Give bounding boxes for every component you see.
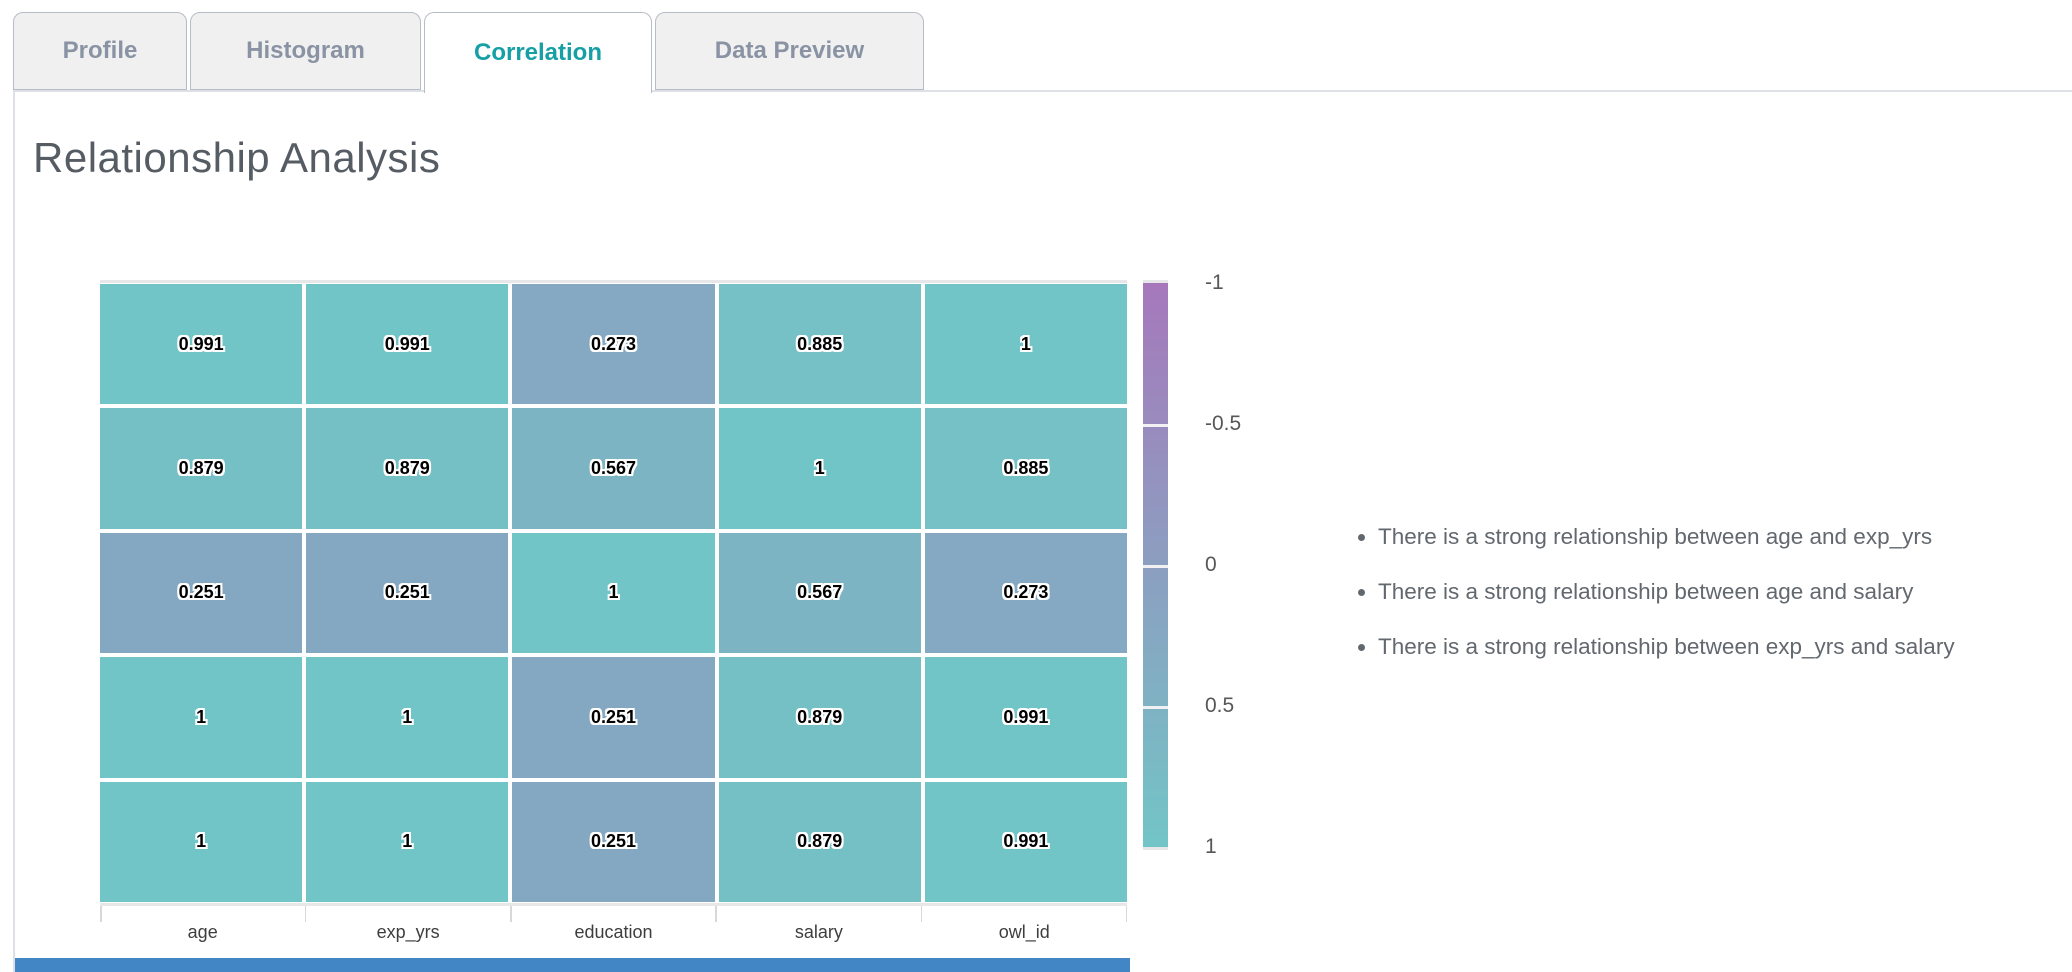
heatmap-cell[interactable]: 0.273 [512, 284, 715, 405]
colorbar-tick-label: 0 [1205, 553, 1217, 576]
heatmap-cell[interactable]: 0.879 [306, 408, 509, 529]
correlation-heatmap: 0.991 0.991 0.273 0.885 1 0.879 0.879 0.567 1 0.8… [100, 284, 1127, 902]
x-axis-ticks [100, 906, 1127, 922]
heatmap-cell[interactable]: 0.991 [306, 284, 509, 405]
x-axis-label: exp_yrs [376, 922, 440, 942]
panel-left-border [13, 90, 15, 972]
colorbar-separator [1143, 706, 1168, 709]
insight-item: There is a strong relationship between a… [1378, 524, 1955, 550]
insight-item: There is a strong relationship between e… [1378, 634, 1955, 660]
colorbar-tick-label: 1 [1205, 835, 1217, 858]
tab-histogram[interactable]: Histogram [190, 12, 421, 90]
heatmap-cell[interactable]: 0.991 [100, 284, 303, 405]
tab-correlation[interactable]: Correlation [424, 12, 652, 93]
colorbar-separator [1143, 424, 1168, 427]
colorbar-separator [1143, 565, 1168, 568]
colorbar-tick-label: 0.5 [1205, 694, 1235, 717]
heatmap-cell[interactable]: 0.885 [718, 284, 921, 405]
heatmap-cell[interactable]: 1 [718, 408, 921, 529]
heatmap-cell[interactable]: 1 [100, 657, 303, 778]
colorbar-tick-labels: -1 -0.5 0 0.5 1 [1205, 271, 1295, 858]
tab-data-preview[interactable]: Data Preview [655, 12, 924, 90]
heatmap-cell[interactable]: 1 [512, 532, 715, 654]
heatmap-cell[interactable]: 0.567 [718, 532, 921, 654]
x-axis-label: owl_id [998, 922, 1050, 942]
insights-list: There is a strong relationship between a… [1378, 524, 1955, 689]
x-axis-tick [100, 906, 102, 922]
colorbar-bottom-cap [1143, 847, 1168, 850]
heatmap-cell[interactable]: 1 [924, 284, 1127, 405]
colorbar-tick-label: -1 [1205, 271, 1224, 294]
x-axis-tick [510, 906, 512, 922]
colorbar [1143, 283, 1168, 847]
page-title: Relationship Analysis [33, 134, 441, 181]
tab-bar: Profile Histogram Correlation Data Preview [13, 12, 924, 93]
x-axis-tick [920, 906, 923, 922]
x-axis-label: salary [794, 922, 843, 942]
heatmap-cell[interactable]: 0.991 [924, 657, 1127, 778]
panel-top-border [13, 90, 2072, 92]
heatmap-cell[interactable]: 1 [306, 781, 509, 902]
colorbar-top-cap [1143, 280, 1168, 283]
x-axis-tick [1125, 906, 1127, 922]
heatmap-cell[interactable]: 0.885 [924, 408, 1127, 529]
heatmap-top-cap [100, 280, 1127, 283]
x-axis-label: age [187, 922, 218, 942]
heatmap-cell[interactable]: 0.567 [512, 408, 715, 529]
heatmap-cell[interactable]: 0.879 [718, 781, 921, 902]
colorbar-tick-label: -0.5 [1205, 412, 1242, 435]
heatmap-cell[interactable]: 0.879 [100, 408, 303, 529]
heatmap-cell[interactable]: 0.273 [924, 532, 1127, 654]
heatmap-cell[interactable]: 0.251 [512, 781, 715, 902]
heatmap-bottom-cap [100, 903, 1127, 906]
heatmap-cell[interactable]: 0.251 [512, 657, 715, 778]
heatmap-cell[interactable]: 1 [100, 781, 303, 902]
heatmap-cell[interactable]: 0.251 [100, 532, 303, 654]
heatmap-cell[interactable]: 0.879 [718, 657, 921, 778]
x-axis-labels: age exp_yrs education salary owl_id [100, 922, 1127, 943]
partial-blue-bar [15, 958, 1130, 972]
insight-item: There is a strong relationship between a… [1378, 579, 1955, 605]
heatmap-cell[interactable]: 0.251 [306, 532, 509, 654]
x-axis-tick [304, 906, 307, 922]
x-axis-label: education [574, 922, 653, 942]
x-axis-tick [715, 906, 717, 922]
heatmap-cell[interactable]: 0.991 [924, 781, 1127, 902]
tab-profile[interactable]: Profile [13, 12, 187, 90]
heatmap-cell[interactable]: 1 [306, 657, 509, 778]
